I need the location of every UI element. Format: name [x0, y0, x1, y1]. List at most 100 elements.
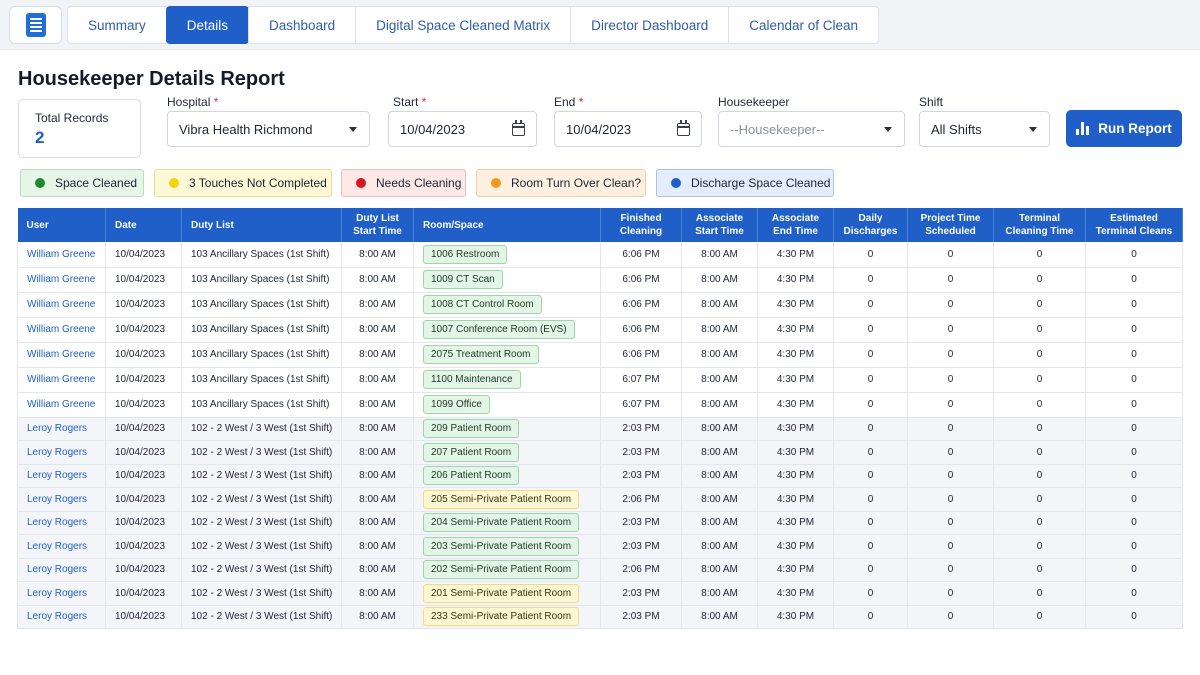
col-finished-header[interactable]: Finished Cleaning [600, 208, 682, 242]
user-link[interactable]: William Greene [27, 399, 96, 410]
table-row[interactable]: Leroy Rogers 10/04/2023 102 - 2 West / 3 W… [17, 534, 1183, 559]
daily-discharges-cell: 0 [833, 342, 908, 368]
tab-summary[interactable]: Summary [67, 6, 167, 44]
assoc-start-cell-text: 8:00 AM [701, 587, 738, 599]
table-row[interactable]: Leroy Rogers 10/04/2023 102 - 2 West / 3 W… [17, 558, 1183, 582]
col-terminal-time-header[interactable]: Terminal Cleaning Time [993, 208, 1086, 242]
table-row[interactable]: Leroy Rogers 10/04/2023 102 - 2 West / 3 W… [17, 511, 1183, 535]
user-link[interactable]: William Greene [27, 274, 96, 285]
col-assoc-start-header[interactable]: Associate Start Time [681, 208, 758, 242]
tab-details[interactable]: Details [165, 6, 250, 44]
col-assoc-end-header[interactable]: Associate End Time [757, 208, 834, 242]
project-time-cell: 0 [907, 487, 994, 512]
legend-label: 3 Touches Not Completed [189, 176, 327, 190]
room-cell: 233 Semi-Private Patient Room [413, 605, 601, 629]
table-row[interactable]: William Greene 10/04/2023 103 Ancillary Sp… [17, 292, 1183, 318]
details-table: User Date Duty List Duty List Start Time… [17, 208, 1183, 629]
duty-start-cell-text: 8:00 AM [359, 493, 396, 505]
legend-item: Room Turn Over Clean? [476, 169, 646, 197]
est-terminal-cell-text: 0 [1131, 540, 1137, 552]
user-link[interactable]: Leroy Rogers [27, 517, 88, 529]
date-cell: 10/04/2023 [105, 440, 182, 465]
terminal-time-cell-text: 0 [1036, 564, 1043, 576]
calendar-icon[interactable] [677, 120, 690, 136]
col-duty-start-header[interactable]: Duty List Start Time [341, 208, 414, 242]
table-row[interactable]: Leroy Rogers 10/04/2023 102 - 2 West / 3 W… [17, 605, 1183, 629]
duty-list-cell: 102 - 2 West / 3 West (1st Shift) [181, 440, 342, 465]
table-row[interactable]: Leroy Rogers 10/04/2023 102 - 2 West / 3 W… [17, 464, 1183, 488]
hospital-select[interactable]: Vibra Health Richmond [167, 111, 370, 147]
room-status-tag[interactable]: 1100 Maintenance [423, 370, 521, 389]
col-est-terminal-header[interactable]: Estimated Terminal Cleans [1085, 208, 1183, 242]
finished-cell: 6:06 PM [600, 317, 682, 343]
tab-digital-space-cleaned-matrix[interactable]: Digital Space Cleaned Matrix [355, 6, 572, 44]
date-cell-text: 10/04/2023 [115, 446, 166, 458]
room-status-tag[interactable]: 2075 Treatment Room [423, 345, 539, 364]
user-link[interactable]: Leroy Rogers [27, 564, 88, 576]
tab-dashboard[interactable]: Dashboard [248, 6, 357, 44]
table-row[interactable]: William Greene 10/04/2023 103 Ancillary Sp… [17, 242, 1183, 268]
shift-select[interactable]: All Shifts [919, 111, 1050, 147]
start-date-input[interactable]: 10/04/2023 [388, 111, 537, 147]
col-daily-discharges-header[interactable]: Daily Discharges [833, 208, 908, 242]
user-link[interactable]: William Greene [27, 374, 96, 385]
table-row[interactable]: William Greene 10/04/2023 103 Ancillary Sp… [17, 367, 1183, 393]
user-link[interactable]: Leroy Rogers [27, 540, 88, 552]
calendar-icon[interactable] [512, 120, 525, 136]
hospital-label: Hospital * [167, 95, 219, 109]
room-status-tag[interactable]: 203 Semi-Private Patient Room [423, 536, 580, 556]
room-status-tag[interactable]: 1008 CT Control Room [423, 295, 542, 314]
room-status-tag[interactable]: 206 Patient Room [423, 466, 520, 486]
col-project-time-header[interactable]: Project Time Scheduled [907, 208, 994, 242]
duty-list-cell-text: 103 Ancillary Spaces (1st Shift) [191, 248, 330, 260]
assoc-end-cell-text: 4:30 PM [776, 470, 815, 482]
table-row[interactable]: William Greene 10/04/2023 103 Ancillary Sp… [17, 267, 1183, 293]
shift-field: Shift All Shifts [919, 95, 1050, 147]
user-cell: William Greene [17, 317, 106, 343]
room-status-tag[interactable]: 209 Patient Room [423, 419, 520, 439]
room-status-tag[interactable]: 1009 CT Scan [423, 270, 503, 289]
housekeeper-select[interactable]: --Housekeeper-- [718, 111, 905, 147]
user-link[interactable]: Leroy Rogers [27, 446, 88, 458]
user-link[interactable]: Leroy Rogers [27, 611, 88, 623]
tab-director-dashboard[interactable]: Director Dashboard [570, 6, 730, 44]
user-link[interactable]: Leroy Rogers [27, 423, 88, 435]
user-link[interactable]: William Greene [27, 299, 96, 310]
room-status-tag[interactable]: 233 Semi-Private Patient Room [423, 607, 580, 627]
user-link[interactable]: Leroy Rogers [27, 587, 88, 599]
col-user-header[interactable]: User [17, 208, 106, 242]
user-link[interactable]: Leroy Rogers [27, 493, 88, 505]
date-cell: 10/04/2023 [105, 417, 182, 441]
table-row[interactable]: Leroy Rogers 10/04/2023 102 - 2 West / 3 W… [17, 487, 1183, 512]
duty-start-cell-text: 8:00 AM [359, 446, 396, 458]
assoc-end-cell-text: 4:30 PM [776, 324, 815, 335]
tab-calendar-of-clean[interactable]: Calendar of Clean [728, 6, 880, 44]
col-room-header[interactable]: Room/Space [413, 208, 601, 242]
end-date-input[interactable]: 10/04/2023 [554, 111, 702, 147]
table-row[interactable]: Leroy Rogers 10/04/2023 102 - 2 West / 3 W… [17, 440, 1183, 465]
table-row[interactable]: Leroy Rogers 10/04/2023 102 - 2 West / 3 W… [17, 581, 1183, 606]
date-cell: 10/04/2023 [105, 487, 182, 512]
user-cell: Leroy Rogers [17, 440, 106, 465]
room-status-tag[interactable]: 204 Semi-Private Patient Room [423, 513, 580, 533]
room-status-tag[interactable]: 202 Semi-Private Patient Room [423, 560, 580, 580]
room-status-tag[interactable]: 1099 Office [423, 395, 490, 414]
table-row[interactable]: William Greene 10/04/2023 103 Ancillary Sp… [17, 317, 1183, 343]
col-date-header[interactable]: Date [105, 208, 182, 242]
room-status-tag[interactable]: 1006 Restroom [423, 244, 508, 264]
room-status-tag[interactable]: 205 Semi-Private Patient Room [423, 489, 580, 509]
user-link[interactable]: Leroy Rogers [27, 470, 88, 482]
user-link[interactable]: William Greene [27, 248, 96, 260]
col-duty-list-header[interactable]: Duty List [181, 208, 342, 242]
room-status-tag[interactable]: 201 Semi-Private Patient Room [423, 583, 580, 603]
table-row[interactable]: Leroy Rogers 10/04/2023 102 - 2 West / 3 W… [17, 417, 1183, 441]
run-report-button[interactable]: Run Report [1066, 110, 1182, 147]
report-document-icon[interactable] [9, 6, 62, 44]
room-status-tag[interactable]: 207 Patient Room [423, 442, 520, 462]
room-status-tag[interactable]: 1007 Conference Room (EVS) [423, 320, 575, 339]
table-row[interactable]: William Greene 10/04/2023 103 Ancillary Sp… [17, 342, 1183, 368]
assoc-end-cell: 4:30 PM [757, 511, 834, 535]
user-link[interactable]: William Greene [27, 324, 96, 335]
table-row[interactable]: William Greene 10/04/2023 103 Ancillary Sp… [17, 392, 1183, 418]
user-link[interactable]: William Greene [27, 349, 96, 360]
